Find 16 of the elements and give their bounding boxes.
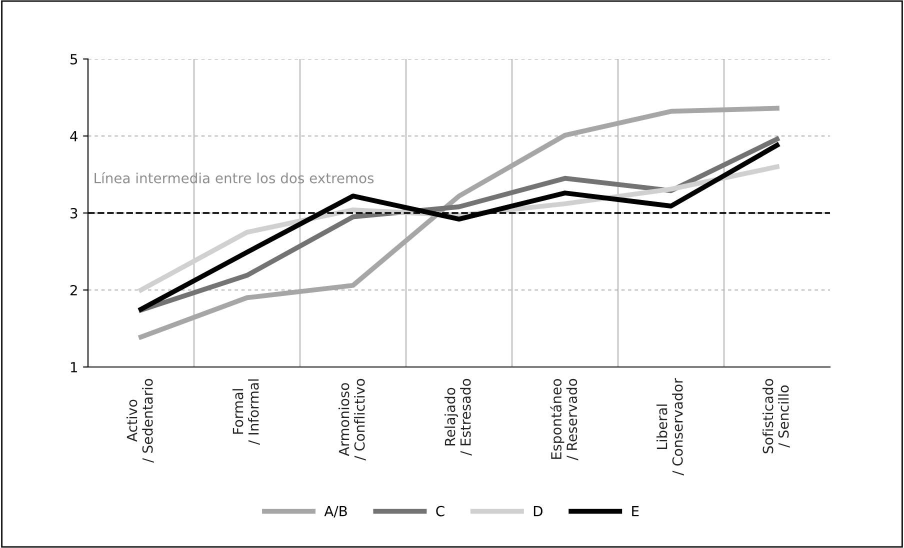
x-tick-label: Sofisticado / Sencillo [762, 378, 790, 454]
y-tick-label: 4 [70, 131, 78, 142]
x-tick-label: Armonioso / Conflictivo [338, 378, 366, 460]
legend-label: C [436, 506, 444, 516]
x-tick-label: Liberal / Conservador [656, 378, 684, 476]
x-tick-label: Activo / Sedentario [126, 378, 154, 463]
y-tick-label: 2 [70, 284, 77, 296]
legend-label: E [632, 506, 639, 516]
y-tick-label: 1 [70, 362, 77, 372]
x-tick-label: Espontáneo / Reservado [550, 378, 578, 460]
x-tick-label: Formal / Informal [232, 379, 260, 445]
legend-label: D [534, 506, 542, 516]
x-tick-label: Relajado / Estresado [444, 378, 472, 456]
y-tick-label: 3 [70, 208, 78, 218]
legend-label: A/B [324, 506, 347, 518]
y-tick-label: 5 [70, 54, 78, 64]
